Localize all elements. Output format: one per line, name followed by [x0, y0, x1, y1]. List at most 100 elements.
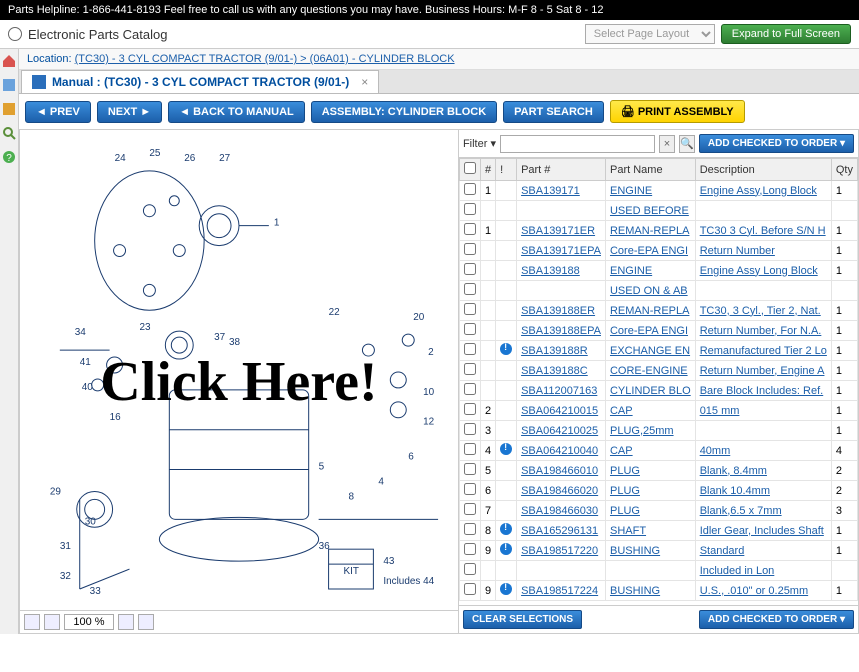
help-icon[interactable]: ? [1, 149, 17, 165]
expand-fullscreen-button[interactable]: Expand to Full Screen [721, 24, 851, 44]
add-checked-bottom-button[interactable]: ADD CHECKED TO ORDER ▾ [699, 610, 854, 629]
name-link[interactable]: ENGINE [610, 185, 652, 197]
zoom-value-input[interactable] [64, 614, 114, 630]
parts-grid[interactable]: # ! Part # Part Name Description Qty 1SB… [459, 158, 858, 605]
row-checkbox[interactable] [464, 563, 476, 575]
col-info[interactable]: ! [496, 159, 517, 181]
row-checkbox[interactable] [464, 463, 476, 475]
desc-link[interactable]: Remanufactured Tier 2 Lo [700, 345, 827, 357]
close-tab-icon[interactable]: × [361, 75, 368, 89]
part-link[interactable]: SBA198466010 [521, 465, 598, 477]
filter-dropdown[interactable]: Filter ▾ [463, 137, 496, 150]
table-row[interactable]: SBA139188ERREMAN-REPLATC30, 3 Cyl., Tier… [459, 301, 857, 321]
desc-link[interactable]: Standard [700, 545, 745, 557]
part-link[interactable]: SBA139188C [521, 365, 588, 377]
table-row[interactable]: USED BEFORE [459, 201, 857, 221]
name-link[interactable]: BUSHING [610, 585, 660, 597]
desc-link[interactable]: 40mm [700, 445, 731, 457]
table-row[interactable]: SBA112007163CYLINDER BLOBare Block Inclu… [459, 381, 857, 401]
desc-link[interactable]: U.S., .010" or 0.25mm [700, 585, 808, 597]
zoom-reset-icon[interactable] [44, 614, 60, 630]
desc-link[interactable]: Blank,6.5 x 7mm [700, 505, 782, 517]
part-link[interactable]: SBA139188R [521, 345, 588, 357]
desc-link[interactable]: Return Number, For N.A. [700, 325, 822, 337]
row-checkbox[interactable] [464, 583, 476, 595]
name-link[interactable]: USED BEFORE [610, 205, 689, 217]
name-link[interactable]: CAP [610, 445, 633, 457]
desc-link[interactable]: TC30 3 Cyl. Before S/N H [700, 225, 826, 237]
name-link[interactable]: EXCHANGE EN [610, 345, 690, 357]
zoom-out-icon[interactable] [24, 614, 40, 630]
name-link[interactable]: PLUG [610, 465, 640, 477]
clear-filter-icon[interactable]: × [659, 135, 675, 153]
table-row[interactable]: 2SBA064210015CAP015 mm1 [459, 401, 857, 421]
row-checkbox[interactable] [464, 403, 476, 415]
row-checkbox[interactable] [464, 363, 476, 375]
row-checkbox[interactable] [464, 343, 476, 355]
name-link[interactable]: REMAN-REPLA [610, 225, 689, 237]
col-num[interactable]: # [480, 159, 495, 181]
table-row[interactable]: SBA139171EPACore-EPA ENGIReturn Number1 [459, 241, 857, 261]
print-assembly-button[interactable]: 🖨 PRINT ASSEMBLY [610, 100, 745, 123]
table-row[interactable]: 9SBA198517220BUSHINGStandard1 [459, 541, 857, 561]
part-link[interactable]: SBA112007163 [521, 385, 597, 397]
row-checkbox[interactable] [464, 243, 476, 255]
row-checkbox[interactable] [464, 423, 476, 435]
filter-input[interactable] [500, 135, 655, 153]
next-button[interactable]: NEXT ► [97, 101, 162, 123]
part-link[interactable]: SBA064210040 [521, 445, 598, 457]
table-row[interactable]: USED ON & AB [459, 281, 857, 301]
row-checkbox[interactable] [464, 323, 476, 335]
desc-link[interactable]: 015 mm [700, 405, 740, 417]
part-link[interactable]: SBA139171 [521, 185, 580, 197]
desc-link[interactable]: Idler Gear, Includes Shaft [700, 525, 824, 537]
desc-link[interactable]: Engine Assy Long Block [700, 265, 818, 277]
info-icon[interactable] [500, 523, 512, 535]
row-checkbox[interactable] [464, 263, 476, 275]
desc-link[interactable]: Return Number, Engine A [700, 365, 825, 377]
location-path-link[interactable]: (TC30) - 3 CYL COMPACT TRACTOR (9/01-) >… [75, 53, 455, 65]
row-checkbox[interactable] [464, 483, 476, 495]
table-row[interactable]: 7SBA198466030PLUGBlank,6.5 x 7mm3 [459, 501, 857, 521]
desc-link[interactable]: Engine Assy,Long Block [700, 185, 817, 197]
add-checked-top-button[interactable]: ADD CHECKED TO ORDER ▾ [699, 134, 854, 153]
name-link[interactable]: BUSHING [610, 545, 660, 557]
zoom-in-icon[interactable] [118, 614, 134, 630]
part-link[interactable]: SBA139188 [521, 265, 580, 277]
row-checkbox[interactable] [464, 283, 476, 295]
name-link[interactable]: USED ON & AB [610, 285, 688, 297]
row-checkbox[interactable] [464, 523, 476, 535]
name-link[interactable]: REMAN-REPLA [610, 305, 689, 317]
name-link[interactable]: PLUG,25mm [610, 425, 674, 437]
name-link[interactable]: CORE-ENGINE [610, 365, 688, 377]
part-link[interactable]: SBA198466020 [521, 485, 598, 497]
col-checkbox[interactable] [459, 159, 480, 181]
part-link[interactable]: SBA165296131 [521, 525, 598, 537]
col-part[interactable]: Part # [517, 159, 606, 181]
desc-link[interactable]: Blank 10.4mm [700, 485, 770, 497]
select-all-checkbox[interactable] [464, 162, 476, 174]
desc-link[interactable]: Included in Lon [700, 565, 775, 577]
part-link[interactable]: SBA064210015 [521, 405, 598, 417]
part-link[interactable]: SBA139188EPA [521, 325, 601, 337]
name-link[interactable]: PLUG [610, 505, 640, 517]
part-link[interactable]: SBA139171EPA [521, 245, 601, 257]
info-icon[interactable] [500, 443, 512, 455]
name-link[interactable]: SHAFT [610, 525, 646, 537]
book-icon[interactable] [1, 77, 17, 93]
col-name[interactable]: Part Name [605, 159, 695, 181]
table-row[interactable]: SBA139188EPACore-EPA ENGIReturn Number, … [459, 321, 857, 341]
part-link[interactable]: SBA139188ER [521, 305, 595, 317]
table-row[interactable]: 5SBA198466010PLUGBlank, 8.4mm2 [459, 461, 857, 481]
name-link[interactable]: Core-EPA ENGI [610, 245, 688, 257]
cube-icon[interactable] [1, 101, 17, 117]
prev-button[interactable]: ◄ PREV [25, 101, 91, 123]
info-icon[interactable] [500, 543, 512, 555]
desc-link[interactable]: Return Number [700, 245, 775, 257]
row-checkbox[interactable] [464, 383, 476, 395]
row-checkbox[interactable] [464, 443, 476, 455]
table-row[interactable]: 9SBA198517224BUSHINGU.S., .010" or 0.25m… [459, 581, 857, 601]
manual-tab[interactable]: Manual : (TC30) - 3 CYL COMPACT TRACTOR … [21, 70, 379, 93]
table-row[interactable]: SBA139188ENGINEEngine Assy Long Block1 [459, 261, 857, 281]
row-checkbox[interactable] [464, 183, 476, 195]
